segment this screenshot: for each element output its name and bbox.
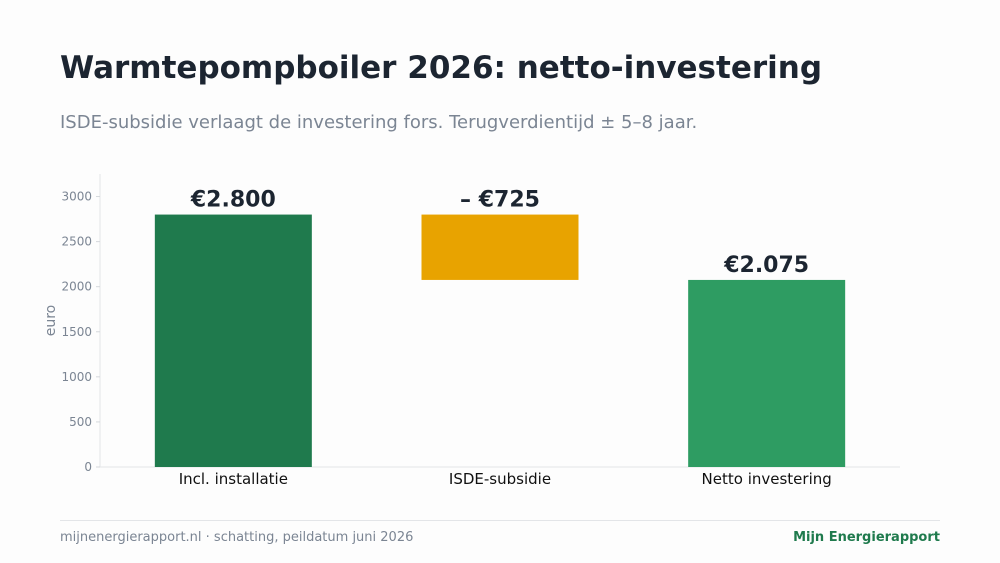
footer-source: mijnenergierapport.nl · schatting, peild… (60, 530, 414, 545)
x-tick-label: Incl. installatie (179, 470, 288, 488)
bar-value-label: €2.800 (190, 188, 276, 213)
y-tick-label: 3000 (61, 190, 92, 204)
bar-value-label: – €725 (460, 188, 540, 213)
x-tick-label: Netto investering (702, 470, 832, 488)
footer-brand: Mijn Energierapport (793, 530, 940, 545)
bar-2 (421, 214, 579, 280)
y-tick-label: 0 (84, 460, 92, 474)
y-axis-label: euro (43, 305, 59, 337)
bar-1 (154, 214, 312, 467)
footer-divider (60, 520, 940, 521)
bar-3 (688, 279, 846, 467)
y-tick-label: 2000 (61, 280, 92, 294)
y-tick-label: 1000 (61, 370, 92, 384)
y-tick-label: 500 (69, 415, 92, 429)
x-tick-label: ISDE-subsidie (449, 470, 551, 488)
y-tick-label: 1500 (61, 325, 92, 339)
chart-title: Warmtepompboiler 2026: netto-investering (60, 50, 823, 86)
y-tick-label: 2500 (61, 235, 92, 249)
bar-value-label: €2.075 (723, 253, 809, 278)
chart-subtitle: ISDE-subsidie verlaagt de investering fo… (60, 112, 698, 133)
